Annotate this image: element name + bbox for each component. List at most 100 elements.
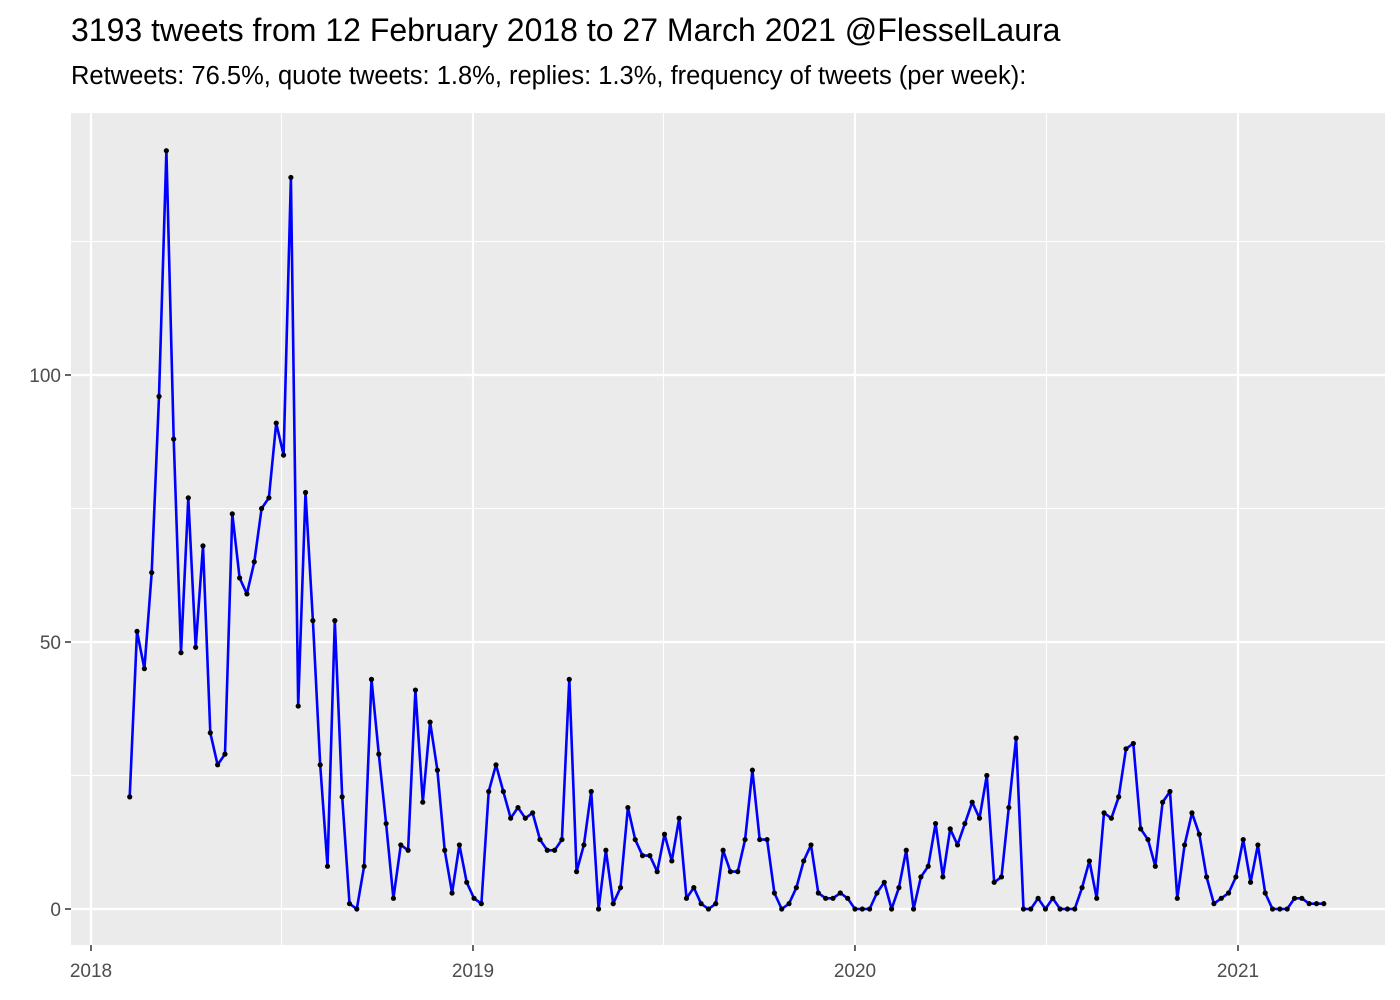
data-point [317, 762, 323, 768]
data-point [405, 847, 411, 853]
data-point [852, 906, 858, 912]
data-point [1101, 810, 1107, 816]
data-point [383, 820, 389, 827]
data-point [215, 762, 221, 768]
data-point [1321, 901, 1327, 907]
data-point [837, 890, 843, 896]
data-point [888, 906, 895, 912]
data-point [229, 511, 235, 517]
data-point [661, 831, 668, 837]
data-point [464, 879, 470, 885]
data-point [691, 885, 697, 891]
data-point [991, 879, 997, 885]
data-point [859, 906, 865, 912]
data-point [1313, 901, 1320, 907]
data-point [222, 751, 228, 757]
data-point [185, 495, 191, 501]
data-point [617, 885, 624, 891]
data-point [1299, 895, 1305, 901]
data-point [324, 863, 331, 869]
data-point [127, 794, 133, 800]
data-point [500, 788, 506, 795]
data-point [1225, 890, 1232, 896]
data-point [1123, 746, 1129, 752]
data-point [537, 836, 543, 843]
data-point [896, 885, 902, 891]
data-point [962, 820, 968, 827]
chart-subtitle: Retweets: 76.5%, quote tweets: 1.8%, rep… [71, 62, 1027, 90]
data-point [757, 836, 763, 843]
data-point [1182, 842, 1188, 848]
data-point [676, 815, 682, 821]
data-point [251, 559, 257, 565]
data-point [801, 858, 807, 864]
data-point [361, 863, 367, 869]
data-point [749, 767, 756, 773]
data-point [639, 853, 646, 859]
chart-title: 3193 tweets from 12 February 2018 to 27 … [71, 12, 1061, 48]
x-axis: 2018 2019 2020 2021 [70, 945, 1259, 982]
data-point [522, 815, 528, 821]
x-tick-label: 2019 [452, 961, 494, 982]
data-point [727, 869, 734, 875]
data-point [881, 879, 887, 885]
y-tick-label: 50 [40, 633, 61, 654]
data-point [808, 842, 814, 848]
data-point [134, 628, 140, 634]
data-point [698, 901, 704, 907]
data-point [1277, 906, 1283, 912]
data-point [1291, 895, 1298, 901]
data-point [178, 650, 184, 656]
data-point [1167, 788, 1173, 795]
data-point [610, 901, 616, 907]
data-point [354, 906, 360, 912]
series-line [128, 149, 1324, 911]
data-point [434, 767, 441, 773]
data-point [1211, 901, 1217, 907]
data-point [1255, 842, 1261, 848]
data-point [925, 863, 931, 869]
data-point [368, 676, 375, 682]
data-point [544, 847, 550, 853]
y-axis: 0 50 100 [29, 366, 71, 921]
data-point [266, 495, 272, 501]
data-point [1020, 906, 1027, 912]
data-points [127, 148, 1327, 912]
data-point [442, 847, 448, 853]
data-point [237, 575, 243, 581]
data-point [1174, 895, 1180, 901]
data-point [1233, 874, 1239, 880]
data-point [1116, 794, 1122, 800]
data-point [603, 847, 609, 853]
data-point [1240, 836, 1246, 843]
plot-panel [71, 113, 1385, 945]
data-point [456, 842, 462, 848]
data-point [376, 751, 382, 757]
data-point [947, 826, 953, 832]
data-point [1006, 804, 1012, 811]
data-point [845, 895, 851, 901]
data-point [976, 815, 983, 821]
x-tick-label: 2021 [1217, 961, 1259, 982]
data-point [647, 853, 653, 859]
data-point [771, 890, 777, 896]
data-point [1306, 901, 1312, 907]
data-point [1138, 826, 1144, 832]
data-point [954, 842, 961, 848]
data-point [815, 890, 821, 896]
x-tick-label: 2018 [70, 961, 112, 982]
data-point [295, 703, 301, 709]
data-point [552, 847, 558, 853]
data-point [149, 569, 155, 576]
data-point [823, 895, 829, 901]
data-point [207, 730, 213, 736]
data-point [1072, 906, 1078, 912]
data-point [346, 901, 353, 907]
data-point [940, 874, 946, 880]
data-point [867, 906, 873, 912]
data-point [1160, 799, 1166, 805]
data-point [1042, 906, 1049, 912]
data-point [713, 901, 719, 907]
data-point [390, 895, 397, 901]
